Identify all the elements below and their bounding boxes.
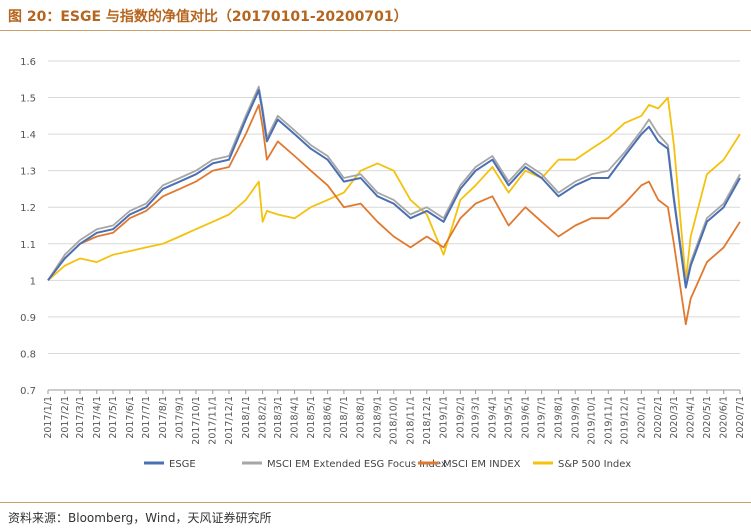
legend-label: ESGE (169, 459, 196, 470)
y-tick-label: 1.1 (20, 240, 36, 251)
x-tick-label: 2019/7/1 (537, 396, 548, 439)
x-tick-label: 2020/7/1 (735, 396, 746, 439)
series-line-esg-focus (47, 85, 741, 285)
x-tick-label: 2019/6/1 (520, 396, 531, 439)
x-tick-label: 2017/8/1 (158, 396, 169, 439)
y-tick-label: 1.4 (20, 130, 36, 141)
x-axis-ticks: 2017/1/1 2017/2/1 2017/3/1 2017/4/1 2017/5/1… (43, 390, 746, 445)
x-tick-label: 2017/4/1 (92, 396, 103, 439)
x-tick-label: 2019/3/1 (471, 396, 482, 439)
x-tick-label: 2018/11/1 (406, 396, 417, 445)
x-tick-label: 2019/10/1 (587, 396, 598, 445)
x-tick-label: 2017/12/1 (224, 396, 235, 445)
grid-lines (48, 60, 740, 391)
x-tick-label: 2019/11/1 (603, 396, 614, 445)
x-tick-label: 2020/6/1 (719, 396, 730, 439)
x-tick-label: 2020/3/1 (669, 396, 680, 439)
chart-svg: 0.70.80.911.11.21.31.41.51.6 2017/1/1 201… (20, 57, 746, 470)
legend-label: S&P 500 Index (558, 459, 631, 470)
x-tick-label: 2018/6/1 (323, 396, 334, 439)
x-tick-label: 2017/2/1 (60, 396, 71, 439)
x-tick-label: 2018/2/1 (258, 396, 269, 439)
x-tick-label: 2018/3/1 (273, 396, 284, 439)
y-tick-label: 1.6 (20, 57, 36, 68)
x-tick-label: 2019/1/1 (439, 396, 450, 439)
x-tick-label: 2019/2/1 (455, 396, 466, 439)
x-tick-label: 2020/4/1 (686, 396, 697, 439)
x-tick-label: 2017/1/1 (43, 396, 54, 439)
series-line-esge (47, 89, 741, 289)
x-tick-label: 2020/2/1 (653, 396, 664, 439)
y-tick-label: 1.3 (20, 167, 36, 178)
x-tick-label: 2019/9/1 (570, 396, 581, 439)
x-tick-label: 2018/5/1 (306, 396, 317, 439)
x-tick-label: 2020/1/1 (636, 396, 647, 439)
bottom-divider (0, 502, 751, 503)
x-tick-label: 2018/7/1 (339, 396, 350, 439)
x-tick-label: 2019/4/1 (487, 396, 498, 439)
y-tick-label: 0.9 (20, 313, 36, 324)
x-tick-label: 2019/8/1 (553, 396, 564, 439)
x-tick-label: 2017/6/1 (125, 396, 136, 439)
title-bar: 图 20：ESGE 与指数的净值对比（20170101-20200701） (0, 0, 751, 30)
series-line-msci-em (47, 104, 741, 326)
source-note: 资料来源：Bloomberg，Wind，天风证券研究所 (8, 511, 272, 525)
series-lines (47, 85, 741, 326)
x-tick-label: 2018/4/1 (290, 396, 301, 439)
x-tick-label: 2017/7/1 (141, 396, 152, 439)
x-tick-label: 2019/5/1 (504, 396, 515, 439)
legend-label: MSCI EM INDEX (443, 459, 521, 470)
legend: ESGE MSCI EM Extended ESG Focus IndexMSCI… (144, 459, 631, 470)
x-tick-label: 2018/12/1 (422, 396, 433, 445)
x-tick-label: 2018/9/1 (372, 396, 383, 439)
chart-frame: 0.7 0.8 0.9 1 1.1 1.2 1.3 1.4 1.5 1.6 2017/1/1 201… (0, 34, 751, 482)
chart-title: 图 20：ESGE 与指数的净值对比（20170101-20200701） (8, 9, 408, 25)
y-tick-label: 1 (30, 276, 36, 287)
x-tick-label: 2019/12/1 (620, 396, 631, 445)
x-tick-label: 2020/5/1 (702, 396, 713, 439)
y-axis-ticks: 0.7 0.8 0.9 1 1.1 1.2 1.3 1.4 1.5 1.6 (20, 57, 36, 397)
top-divider (0, 30, 751, 31)
x-tick-label: 2018/1/1 (241, 396, 252, 439)
x-tick-label: 2017/3/1 (75, 396, 86, 439)
series-line-sp500 (47, 96, 741, 282)
x-tick-label: 2017/11/1 (208, 396, 219, 445)
x-tick-label: 2017/5/1 (108, 396, 119, 439)
y-tick-label: 0.7 (20, 386, 36, 397)
y-tick-label: 1.5 (20, 94, 36, 105)
x-tick-label: 2018/8/1 (356, 396, 367, 439)
y-tick-label: 1.2 (20, 203, 36, 214)
x-tick-label: 2017/10/1 (191, 396, 202, 445)
y-tick-label: 0.8 (20, 349, 36, 360)
legend-label: MSCI EM Extended ESG Focus Index (267, 459, 447, 470)
x-tick-label: 2018/10/1 (389, 396, 400, 445)
x-tick-label: 2017/9/1 (175, 396, 186, 439)
